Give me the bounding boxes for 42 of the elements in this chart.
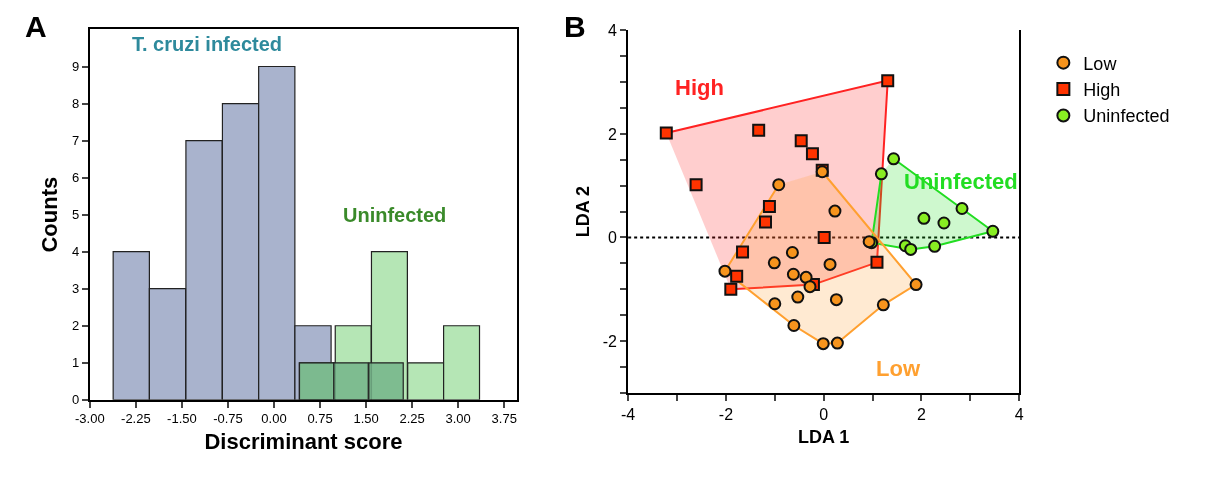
y-tick-label: 4 [72, 244, 80, 260]
x-axis-title: Discriminant score [204, 428, 403, 454]
legend-label: Low [1083, 53, 1118, 74]
x-tick-label: 4 [1014, 406, 1024, 424]
x-tick-label: 0 [819, 406, 829, 424]
text: B [564, 10, 586, 43]
y-axis-title: Counts [37, 176, 63, 253]
annotation: Low [876, 356, 921, 381]
y-tick-label: 9 [72, 59, 80, 75]
x-tick-label: -1.50 [167, 411, 197, 427]
y-tick-label: 8 [72, 96, 80, 112]
y-tick-label: 2 [72, 318, 80, 334]
x-tick-label: 2.25 [399, 411, 425, 427]
y-tick-label: 0 [72, 392, 80, 408]
text: A [25, 10, 47, 43]
x-tick-label: -2.25 [121, 411, 151, 427]
y-tick-label: 5 [72, 207, 80, 223]
x-tick-label: -0.75 [213, 411, 243, 427]
annotation: Uninfected [343, 204, 447, 226]
y-tick-label: 3 [72, 281, 80, 297]
x-tick-label: 1.50 [353, 411, 379, 427]
x-tick-label: 0.00 [261, 411, 287, 427]
y-tick-label: 2 [608, 125, 618, 143]
y-tick-label: 0 [608, 229, 618, 247]
annotation: High [675, 75, 724, 100]
y-tick-label: -2 [602, 332, 618, 350]
x-tick-label: -2 [718, 406, 734, 424]
y-tick-label: 4 [608, 22, 618, 40]
x-tick-label: 0.75 [307, 411, 333, 427]
y-tick-label: 6 [72, 170, 80, 186]
y-tick-label: 1 [72, 355, 80, 371]
y-axis-title: LDA 2 [573, 185, 594, 238]
x-tick-label: 3.75 [491, 411, 517, 427]
x-axis-title: LDA 1 [798, 426, 850, 447]
x-tick-label: 2 [917, 406, 926, 424]
legend-label: High [1083, 80, 1121, 101]
x-tick-label: -3.00 [75, 411, 105, 427]
x-tick-label: 3.00 [445, 411, 471, 427]
legend-label: Uninfected [1083, 106, 1170, 127]
annotation: T. cruzi infected [132, 33, 283, 55]
y-tick-label: 7 [72, 133, 80, 149]
x-tick-label: -4 [621, 406, 636, 424]
